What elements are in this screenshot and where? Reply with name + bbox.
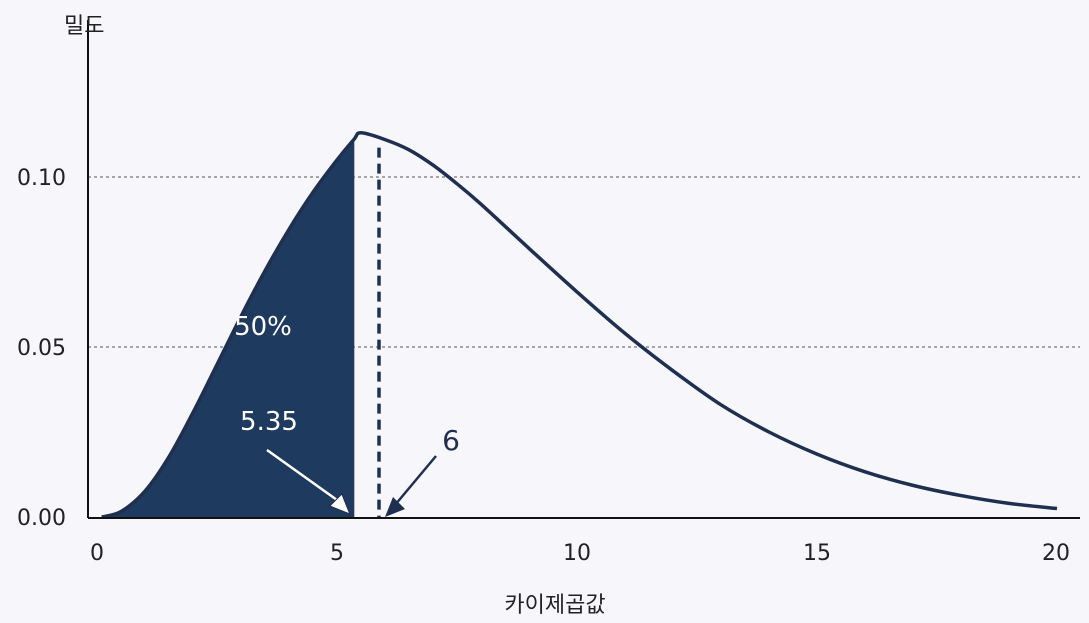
y-tick-label: 0.05 [17, 336, 66, 361]
x-tick-label: 5 [330, 541, 344, 566]
x-tick-label: 10 [563, 541, 591, 566]
shaded-percent-label: 50% [234, 312, 292, 342]
x-tick-label: 20 [1042, 541, 1070, 566]
arrowhead-5-35 [328, 493, 351, 515]
arrow-5-35 [266, 448, 341, 504]
x-tick-label: 0 [90, 541, 104, 566]
y-axis-label: 밀도 [64, 14, 104, 39]
arrow-6 [394, 455, 437, 506]
x-tick-label: 15 [803, 541, 831, 566]
y-tick-label: 0.00 [17, 506, 66, 531]
shaded-area-50-percent [101, 138, 355, 518]
x-axis-label: 카이제곱값 [504, 593, 605, 618]
y-tick-label: 0.10 [17, 166, 66, 191]
arrowhead-6 [385, 497, 405, 517]
annotation-6: 6 [442, 424, 460, 457]
density-curve [101, 131, 1058, 519]
annotation-5-35: 5.35 [240, 407, 298, 437]
